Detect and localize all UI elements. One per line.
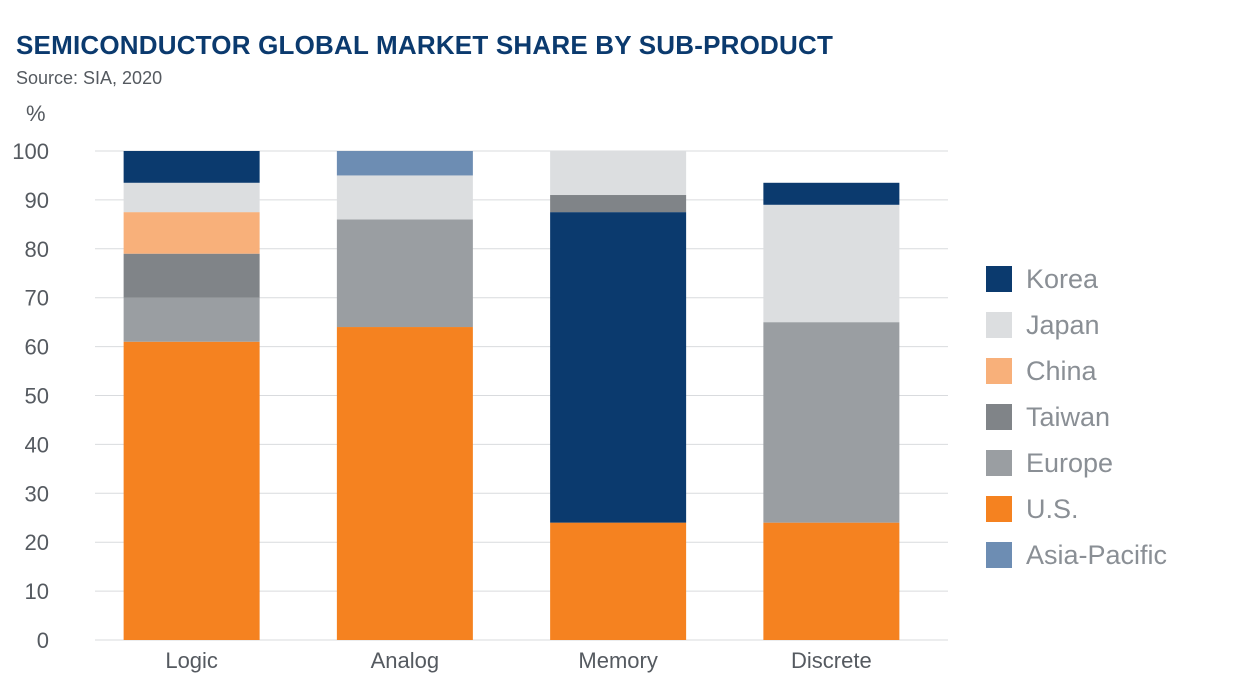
legend-swatch [986, 450, 1012, 476]
bar-segment-logic-china [123, 212, 260, 254]
bar-segment-memory-us [550, 522, 687, 640]
x-category-label: Memory [578, 648, 657, 673]
legend-swatch [986, 496, 1012, 522]
y-tick-label: 50 [25, 384, 49, 409]
y-tick-label: 20 [25, 530, 49, 555]
bar-segment-memory-japan [550, 151, 687, 196]
legend-item: U.S. [986, 486, 1167, 532]
y-tick-label: 60 [25, 335, 49, 360]
legend-label: Europe [1026, 447, 1114, 478]
legend-item: China [986, 348, 1167, 394]
legend-item: Taiwan [986, 394, 1167, 440]
legend-label: U.S. [1026, 493, 1079, 524]
bar-segment-analog-us [336, 327, 473, 640]
y-tick-label: 90 [25, 188, 49, 213]
bar-segment-memory-korea [550, 212, 687, 523]
bar-segment-discrete-europe [763, 322, 900, 523]
y-tick-label: 70 [25, 286, 49, 311]
bar-segment-logic-japan [123, 182, 260, 213]
legend-swatch [986, 404, 1012, 430]
bar-segment-logic-us [123, 341, 260, 640]
bar-segment-logic-taiwan [123, 253, 260, 298]
x-category-label: Analog [371, 648, 440, 673]
y-tick-label: 40 [25, 432, 49, 457]
legend-label: Japan [1026, 309, 1100, 340]
chart-source: Source: SIA, 2020 [16, 68, 163, 88]
y-tick-label: 100 [12, 139, 49, 164]
bar-segment-logic-europe [123, 297, 260, 342]
legend-label: Asia-Pacific [1026, 539, 1168, 570]
bar-segment-logic-korea [123, 151, 260, 183]
x-category-label: Logic [165, 648, 218, 673]
legend-swatch [986, 312, 1012, 338]
bar-segment-memory-taiwan [550, 195, 687, 213]
chart-legend: Korea Japan China Taiwan Europe U.S. Asia-Paci… [986, 256, 1167, 578]
legend-swatch [986, 542, 1012, 568]
legend-item: Japan [986, 302, 1167, 348]
y-tick-label: 80 [25, 237, 49, 262]
y-axis-label: % [26, 101, 46, 126]
bar-segment-discrete-korea [763, 182, 900, 205]
bar-segment-analog-europe [336, 219, 473, 328]
chart-title: SEMICONDUCTOR GLOBAL MARKET SHARE BY SUB… [16, 30, 834, 60]
bar-segment-analog-asiapacific [336, 151, 473, 176]
y-tick-label: 10 [25, 579, 49, 604]
legend-item: Korea [986, 256, 1167, 302]
bar-segment-analog-japan [336, 175, 473, 220]
legend-item: Europe [986, 440, 1167, 486]
legend-swatch [986, 266, 1012, 292]
x-category-label: Discrete [791, 648, 872, 673]
bar-segment-discrete-us [763, 522, 900, 640]
legend-item: Asia-Pacific [986, 532, 1167, 578]
legend-swatch [986, 358, 1012, 384]
legend-label: China [1026, 355, 1097, 386]
legend-label: Taiwan [1026, 401, 1111, 432]
legend-label: Korea [1026, 263, 1099, 294]
bar-segment-discrete-japan [763, 204, 900, 323]
y-tick-label: 0 [37, 628, 49, 653]
y-tick-label: 30 [25, 481, 49, 506]
